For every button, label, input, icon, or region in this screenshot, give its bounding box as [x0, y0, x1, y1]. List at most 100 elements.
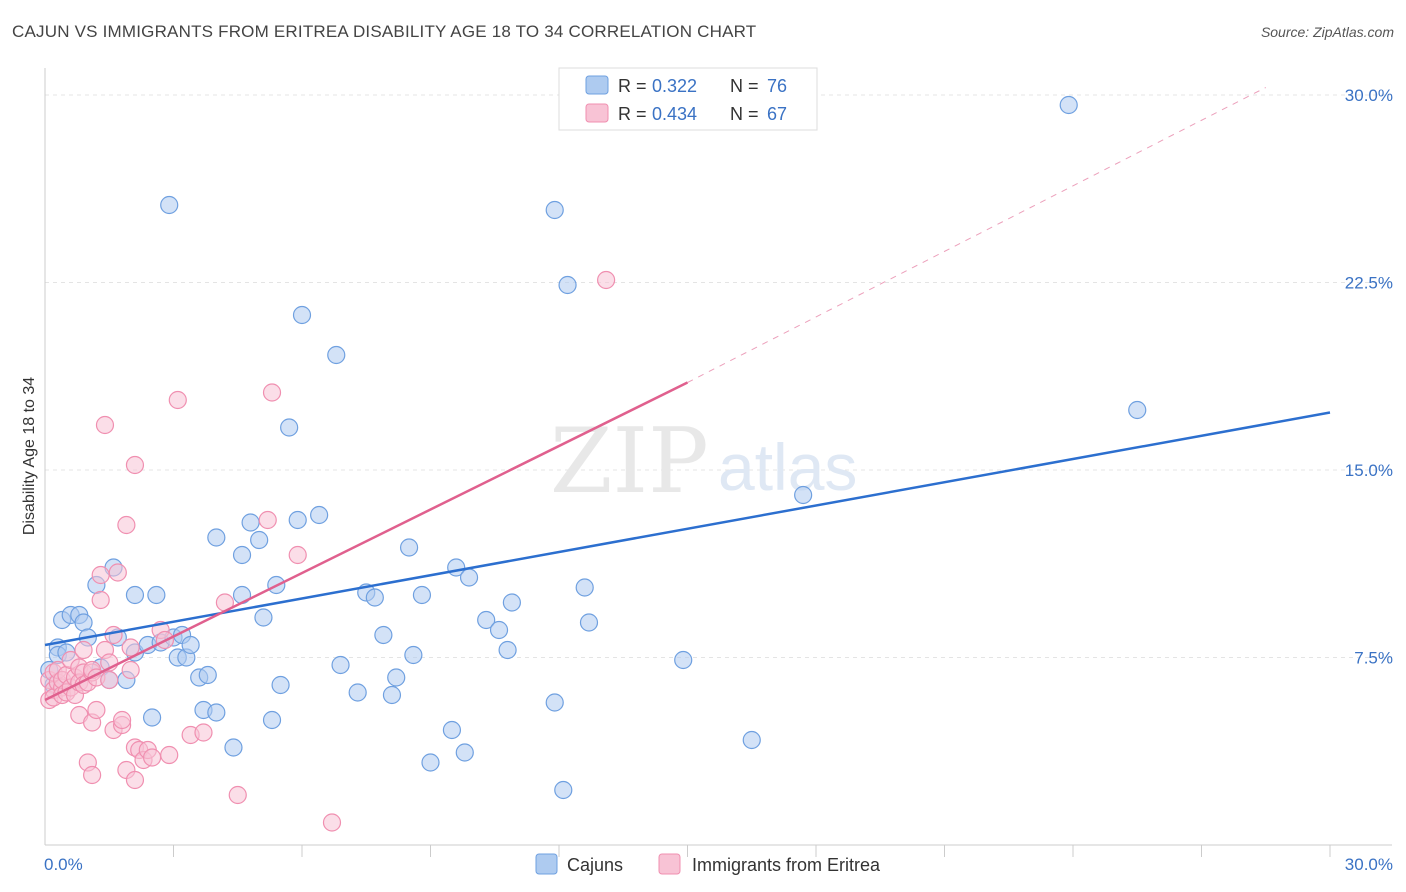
x-tick-label-0: 0.0%	[44, 855, 83, 874]
bottom-legend-swatch-eritrea	[658, 853, 681, 875]
y-tick-label-1: 15.0%	[1345, 461, 1393, 480]
cajuns-point-73	[742, 730, 761, 750]
grid-lines	[45, 94, 1392, 658]
cajuns-point-39	[262, 710, 282, 730]
eritrea-point-29	[87, 700, 106, 720]
cajuns-point-38	[254, 608, 273, 627]
cajuns-point-52	[382, 685, 402, 705]
cajuns-point-50	[365, 588, 384, 607]
top-legend: R = 0.322 N = 76 R = 0.434 N = 67	[558, 67, 818, 131]
eritrea-point-46	[125, 455, 145, 475]
eritrea-point-38	[108, 563, 127, 582]
eritrea-point-60	[258, 510, 277, 530]
cajuns-point-55	[404, 645, 423, 665]
cajuns-point-75	[1059, 95, 1078, 115]
cajuns-point-57	[421, 753, 440, 772]
cajuns-point-32	[207, 528, 226, 547]
cajuns-point-46	[327, 345, 346, 365]
eritrea-point-33	[95, 415, 115, 435]
tick-labels: 7.5% 15.0% 22.5% 30.0% 0.0% 30.0%	[44, 86, 1393, 874]
cajuns-point-17	[125, 585, 145, 605]
eritrea-point-63	[322, 813, 342, 832]
cajuns-point-72	[674, 650, 693, 670]
axes	[44, 68, 1392, 857]
cajuns-point-33	[224, 738, 243, 757]
cajuns-point-41	[271, 675, 290, 695]
cajuns-point-56	[412, 585, 432, 605]
cajuns-point-31	[207, 703, 226, 722]
eritrea-point-62	[288, 545, 307, 565]
cajuns-point-68	[554, 780, 573, 800]
cajuns-point-51	[374, 625, 393, 645]
legend-n-value-0: 76	[767, 76, 787, 96]
cajuns-point-54	[399, 538, 419, 557]
cajuns-point-22	[160, 195, 179, 215]
eritrea-trend-line	[44, 381, 689, 702]
legend-swatch-cajuns	[585, 75, 609, 95]
eritrea-point-31	[91, 590, 110, 610]
cajuns-point-67	[545, 693, 564, 712]
eritrea-point-64	[597, 270, 616, 290]
legend-r-label-0: R =	[618, 76, 647, 96]
bottom-legend-swatch-cajuns	[535, 853, 558, 875]
y-axis-title: Disability Age 18 to 34	[21, 377, 38, 535]
y-tick-label-2: 22.5%	[1345, 274, 1393, 293]
cajuns-point-66	[545, 200, 564, 220]
cajuns-point-58	[442, 720, 462, 740]
cajuns-point-44	[292, 305, 312, 325]
eritrea-point-57	[194, 723, 213, 742]
cajuns-point-37	[250, 530, 269, 550]
cajuns-point-76	[1128, 400, 1147, 420]
x-tick-label-1: 30.0%	[1345, 855, 1393, 874]
eritrea-point-41	[117, 515, 136, 535]
cajuns-point-63	[489, 620, 509, 640]
eritrea-point-24	[83, 765, 102, 785]
eritrea-trend-extension	[687, 87, 1266, 383]
cajuns-point-36	[241, 513, 260, 532]
eritrea-point-36	[104, 625, 123, 645]
cajuns-trend-line	[44, 411, 1331, 647]
eritrea-point-21	[74, 640, 93, 660]
legend-n-value-1: 67	[767, 104, 787, 124]
cajuns-point-69	[558, 275, 577, 295]
cajuns-point-34	[232, 545, 252, 565]
cajuns-point-42	[280, 418, 299, 437]
source-credit: Source: ZipAtlas.com	[1260, 24, 1394, 40]
watermark-zip: ZIP	[550, 409, 709, 514]
eritrea-point-40	[112, 710, 132, 730]
cajuns-point-30	[198, 665, 217, 685]
cajuns-point-27	[181, 635, 200, 655]
bottom-legend-eritrea: Immigrants from Eritrea	[692, 855, 881, 875]
legend-n-label-1: N =	[730, 104, 759, 124]
eritrea-point-30	[91, 565, 110, 585]
bottom-legend-cajuns: Cajuns	[567, 855, 623, 875]
cajuns-point-70	[575, 578, 594, 597]
eritrea-point-43	[121, 638, 140, 657]
trend-lines	[44, 87, 1331, 702]
legend-n-label-0: N =	[730, 76, 759, 96]
chart-title: CAJUN VS IMMIGRANTS FROM ERITREA DISABIL…	[12, 22, 757, 41]
cajuns-point-8	[74, 613, 93, 632]
eritrea-point-54	[160, 745, 179, 765]
eritrea-point-59	[228, 785, 247, 805]
cajuns-point-47	[331, 655, 350, 675]
eritrea-point-51	[142, 748, 162, 767]
legend-swatch-eritrea	[585, 103, 609, 123]
eritrea-point-61	[262, 383, 282, 402]
cajuns-point-62	[477, 610, 496, 630]
cajuns-point-74	[794, 485, 813, 505]
cajuns-points	[40, 95, 1147, 800]
eritrea-point-55	[168, 390, 187, 410]
eritrea-point-35	[100, 670, 119, 690]
cajuns-point-45	[310, 505, 329, 525]
legend-r-value-0: 0.322	[652, 76, 697, 96]
legend-r-label-1: R =	[618, 104, 647, 124]
cajuns-point-48	[348, 683, 367, 702]
cajuns-point-65	[502, 593, 521, 612]
y-tick-label-0: 7.5%	[1354, 649, 1393, 668]
legend-r-value-1: 0.434	[652, 104, 697, 124]
watermark-atlas: atlas	[718, 430, 857, 504]
cajuns-point-53	[387, 668, 406, 687]
cajuns-point-43	[288, 510, 307, 530]
